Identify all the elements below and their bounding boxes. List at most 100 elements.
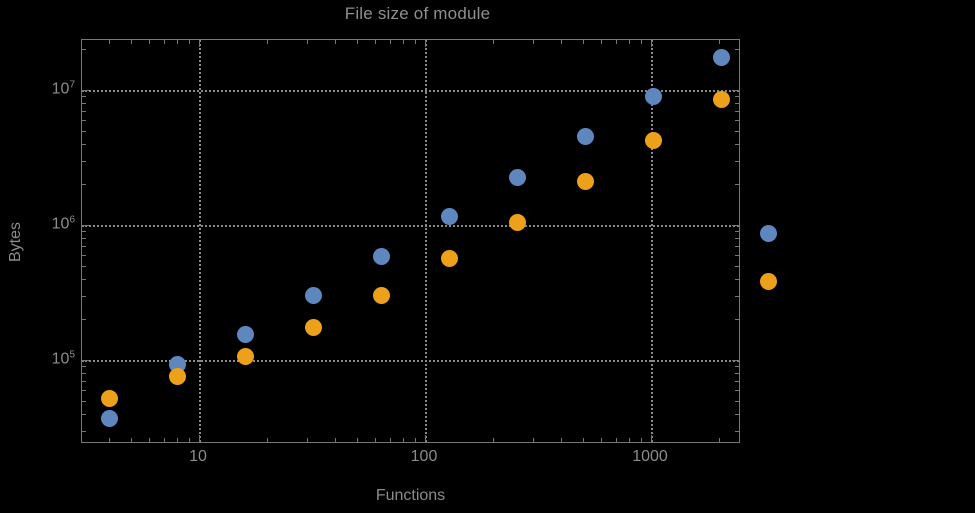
x-tick-minor	[561, 438, 563, 442]
x-gridline	[651, 40, 653, 442]
y-tick-major	[732, 360, 739, 361]
x-tick-minor	[109, 40, 111, 44]
x-tick-minor	[177, 438, 179, 442]
x-tick-minor	[640, 40, 642, 44]
x-tick-major	[199, 435, 200, 442]
data-point	[440, 208, 458, 226]
y-tick-minor	[735, 184, 739, 186]
x-tick-minor	[629, 438, 631, 442]
x-tick-minor	[615, 40, 617, 44]
x-tick-minor	[582, 438, 584, 442]
y-tick-minor	[82, 389, 86, 391]
y-tick-minor	[735, 245, 739, 247]
y-tick-major	[732, 90, 739, 91]
x-tick-minor	[267, 438, 269, 442]
y-tick-minor	[82, 130, 86, 132]
data-point	[759, 273, 777, 291]
data-point	[372, 248, 390, 266]
x-tick-minor	[163, 40, 165, 44]
x-tick-minor	[629, 40, 631, 44]
y-tick-minor	[82, 231, 86, 233]
y-tick-minor	[735, 130, 739, 132]
x-tick-minor	[267, 40, 269, 44]
y-tick-minor	[735, 49, 739, 51]
x-tick-minor	[148, 40, 150, 44]
y-tick-minor	[82, 245, 86, 247]
y-tick-minor	[82, 119, 86, 121]
y-tick-minor	[735, 143, 739, 145]
x-gridline	[425, 40, 427, 442]
x-tick-minor	[163, 438, 165, 442]
y-tick-minor	[735, 103, 739, 105]
y-tick-minor	[735, 238, 739, 240]
y-tick-minor	[735, 96, 739, 98]
data-point	[440, 250, 458, 268]
x-tick-major	[199, 40, 200, 47]
x-tick-minor	[582, 40, 584, 44]
y-tick-minor	[82, 238, 86, 240]
data-point	[576, 173, 594, 190]
x-tick-minor	[188, 40, 190, 44]
y-gridline	[82, 90, 739, 92]
x-tick-minor	[403, 40, 405, 44]
x-tick-minor	[600, 40, 602, 44]
y-tick-minor	[735, 278, 739, 280]
x-tick-minor	[561, 40, 563, 44]
x-tick-minor	[306, 40, 308, 44]
x-tick-minor	[532, 40, 534, 44]
x-tick-minor	[335, 438, 337, 442]
x-tick-minor	[374, 40, 376, 44]
x-tick-major	[425, 40, 426, 47]
x-tick-minor	[493, 40, 495, 44]
x-tick-major	[651, 435, 652, 442]
data-point	[712, 91, 730, 109]
x-tick-minor	[306, 438, 308, 442]
data-point	[304, 318, 322, 336]
x-tick-minor	[493, 438, 495, 442]
y-tick-minor	[82, 278, 86, 280]
x-tick-minor	[188, 438, 190, 442]
y-tick-minor	[82, 373, 86, 375]
y-tick-minor	[735, 160, 739, 162]
x-tick-label: 1000	[632, 448, 668, 465]
y-tick-minor	[735, 430, 739, 432]
x-tick-label: 100	[410, 448, 438, 465]
x-tick-minor	[177, 40, 179, 44]
y-tick-minor	[82, 110, 86, 112]
y-tick-minor	[82, 366, 86, 368]
x-axis-title: Functions	[375, 487, 446, 504]
y-tick-minor	[82, 184, 86, 186]
y-tick-major	[82, 225, 89, 226]
y-tick-minor	[82, 143, 86, 145]
x-tick-minor	[356, 40, 358, 44]
y-tick-minor	[82, 103, 86, 105]
data-point	[304, 287, 322, 305]
y-tick-minor	[82, 295, 86, 297]
y-gridline	[82, 225, 739, 227]
chart-title: File size of module	[344, 4, 491, 23]
x-tick-minor	[532, 438, 534, 442]
x-tick-minor	[414, 40, 416, 44]
x-tick-minor	[403, 438, 405, 442]
y-tick-major	[82, 360, 89, 361]
data-point	[508, 213, 526, 231]
x-tick-minor	[640, 438, 642, 442]
y-tick-label: 107	[51, 79, 75, 98]
x-tick-minor	[615, 438, 617, 442]
plot-frame	[81, 39, 777, 443]
x-tick-major	[425, 435, 426, 442]
y-tick-minor	[735, 265, 739, 267]
y-tick-minor	[735, 295, 739, 297]
x-tick-minor	[600, 438, 602, 442]
y-tick-major	[82, 90, 89, 91]
y-tick-minor	[735, 400, 739, 402]
y-tick-minor	[735, 119, 739, 121]
y-tick-minor	[82, 430, 86, 432]
y-tick-minor	[82, 265, 86, 267]
data-point	[236, 347, 254, 365]
x-tick-label: 10	[189, 448, 207, 465]
y-gridline	[82, 360, 739, 362]
data-point	[644, 87, 662, 105]
y-tick-minor	[735, 319, 739, 321]
